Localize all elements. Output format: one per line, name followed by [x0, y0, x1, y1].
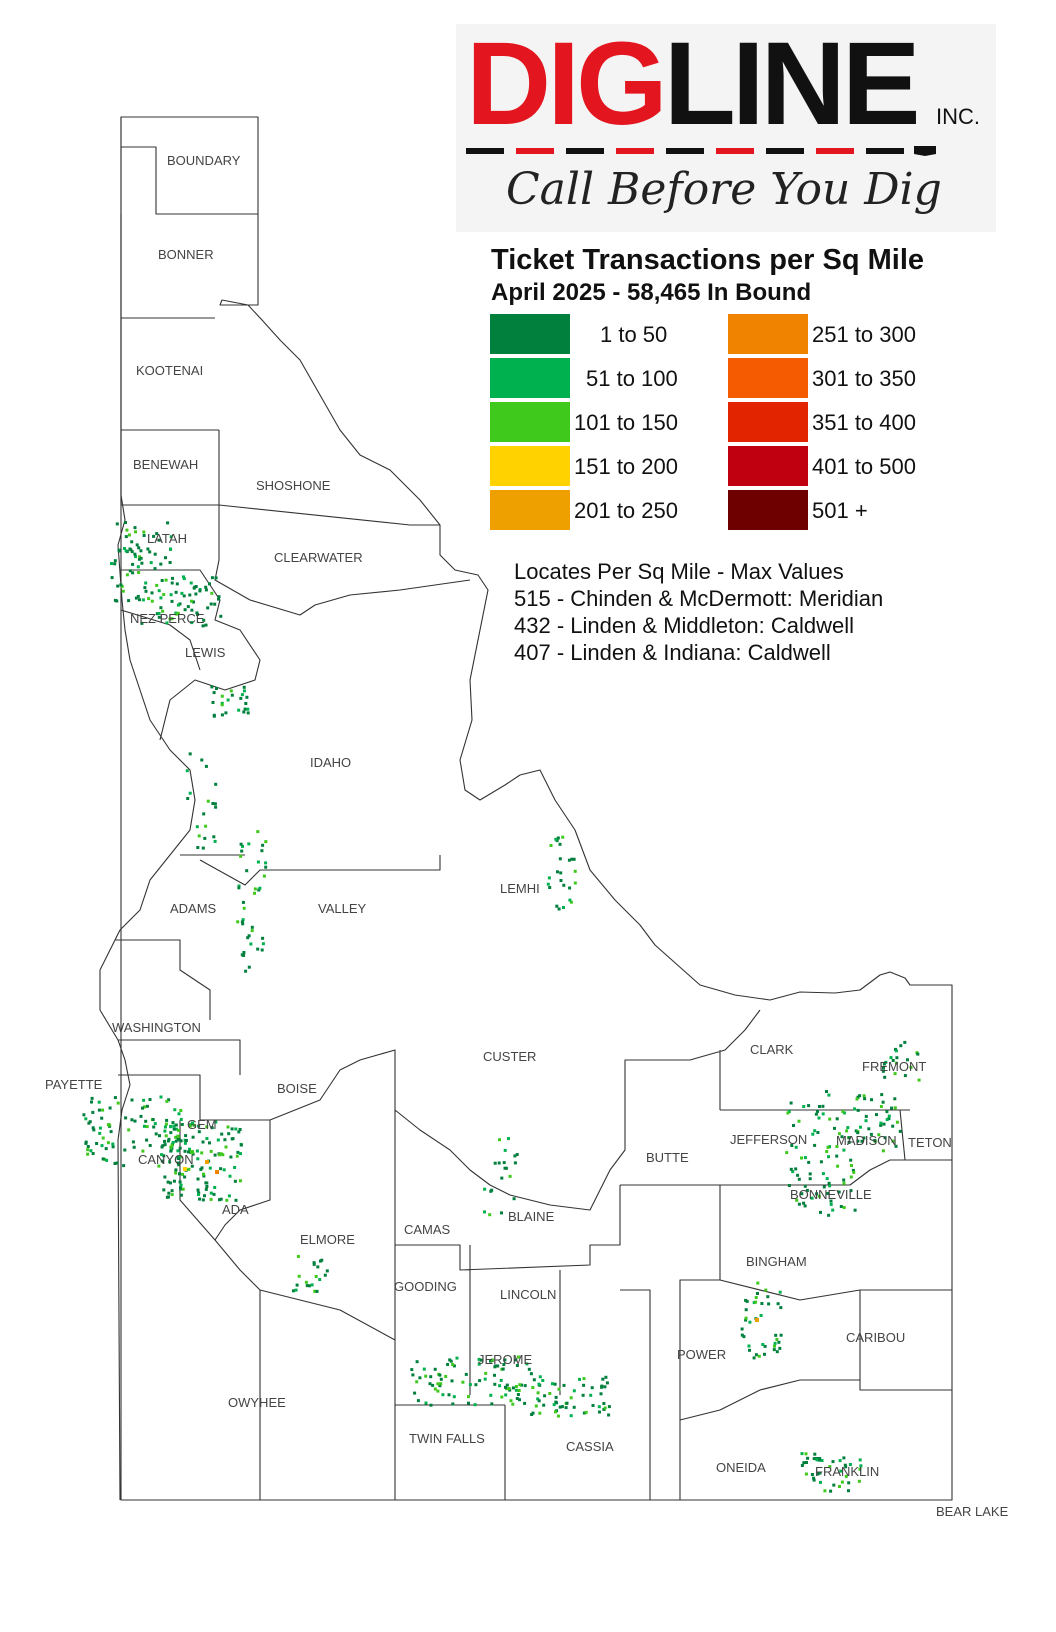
logo-line: LINE [663, 18, 921, 150]
notes-line: 407 - Linden & Indiana: Caldwell [514, 640, 831, 665]
legend-swatch [490, 402, 570, 442]
legend-label: 1 to 50 [600, 322, 668, 347]
county-label-teton: TETON [908, 1135, 952, 1150]
county-label-latah: LATAH [147, 531, 187, 546]
legend-item: 251 to 300 [728, 314, 948, 354]
county-label-boise: BOISE [277, 1081, 317, 1096]
legend-item: 51 to 100 [490, 358, 690, 398]
notes-heading: Locates Per Sq Mile - Max Values [514, 559, 844, 584]
logo-dig: DIG [466, 18, 668, 150]
county-label-owyhee: OWYHEE [228, 1395, 286, 1410]
logo-dashes [466, 146, 936, 156]
logo-inc: INC. [936, 104, 980, 129]
county-labels: BOUNDARY BONNER KOOTENAI BENEWAH SHOSHONE LAT… [45, 153, 1009, 1519]
county-boundaries [99, 116, 953, 1501]
county-label-cassia: CASSIA [566, 1439, 614, 1454]
notes-line: 432 - Linden & Middleton: Caldwell [514, 613, 854, 638]
county-label-madison: MADISON [836, 1133, 897, 1148]
legend-label: 101 to 150 [574, 410, 678, 435]
max-values-notes: Locates Per Sq Mile - Max Values 515 - C… [514, 558, 883, 666]
county-label-ada: ADA [222, 1202, 249, 1217]
county-lines [115, 146, 952, 1500]
county-label-custer: CUSTER [483, 1049, 536, 1064]
county-label-blaine: BLAINE [508, 1209, 555, 1224]
county-label-kootenai: KOOTENAI [136, 363, 203, 378]
legend-swatch [490, 490, 570, 530]
county-label-lewis: LEWIS [185, 645, 226, 660]
legend-item: 501 + [728, 490, 948, 530]
county-label-jerome: JEROME [478, 1352, 533, 1367]
legend-title: Ticket Transactions per Sq Mile [491, 244, 925, 276]
county-label-washington: WASHINGTON [112, 1020, 201, 1035]
county-label-clearwater: CLEARWATER [274, 550, 363, 565]
legend-swatch [490, 358, 570, 398]
county-label-bingham: BINGHAM [746, 1254, 807, 1269]
legend-swatch [728, 490, 808, 530]
legend-item: 1 to 50 [490, 314, 690, 354]
notes-line: 515 - Chinden & McDermott: Meridian [514, 586, 884, 611]
county-label-bonneville: BONNEVILLE [790, 1187, 872, 1202]
county-label-power: POWER [677, 1347, 726, 1362]
county-label-lemhi: LEMHI [500, 881, 540, 896]
county-label-gooding: GOODING [394, 1279, 457, 1294]
west-border [99, 117, 196, 1501]
color-legend: 1 to 50 51 to 100 101 to 150 151 to 200 … [490, 314, 950, 534]
logo-wordmark: DIGLINE [466, 24, 921, 144]
state-outline [120, 116, 953, 1501]
digline-logo: DIGLINE INC. Call Before You Dig [456, 24, 996, 232]
county-label-gem: GEM [187, 1117, 217, 1132]
county-label-canyon: CANYON [138, 1152, 194, 1167]
county-label-benewah: BENEWAH [133, 457, 198, 472]
legend-label: 351 to 400 [812, 410, 916, 435]
legend-item: 351 to 400 [728, 402, 948, 442]
legend-item: 101 to 150 [490, 402, 690, 442]
county-label-payette: PAYETTE [45, 1077, 103, 1092]
legend-label: 401 to 500 [812, 454, 916, 479]
logo-tagline: Call Before You Dig [506, 164, 942, 215]
county-label-franklin: FRANKLIN [815, 1464, 879, 1479]
county-label-bear-lake: BEAR LAKE [936, 1504, 1009, 1519]
county-label-idaho: IDAHO [310, 755, 351, 770]
legend-label: 201 to 250 [574, 498, 678, 523]
county-label-camas: CAMAS [404, 1222, 451, 1237]
county-label-valley: VALLEY [318, 901, 367, 916]
county-label-caribou: CARIBOU [846, 1330, 905, 1345]
county-label-twin-falls: TWIN FALLS [409, 1431, 485, 1446]
county-label-oneida: ONEIDA [716, 1460, 766, 1475]
county-label-butte: BUTTE [646, 1150, 689, 1165]
legend-swatch [728, 314, 808, 354]
county-label-fremont: FREMONT [862, 1059, 926, 1074]
legend-swatch [490, 314, 570, 354]
legend-item: 201 to 250 [490, 490, 690, 530]
county-label-boundary: BOUNDARY [167, 153, 241, 168]
legend-label: 51 to 100 [586, 366, 678, 391]
county-label-bonner: BONNER [158, 247, 214, 262]
legend-label: 301 to 350 [812, 366, 916, 391]
county-label-adams: ADAMS [170, 901, 217, 916]
county-label-nez-perce: NEZ PERCE [130, 611, 205, 626]
county-label-elmore: ELMORE [300, 1232, 355, 1247]
legend-swatch [728, 402, 808, 442]
legend-label: 151 to 200 [574, 454, 678, 479]
county-label-jefferson: JEFFERSON [730, 1132, 807, 1147]
legend-swatch [728, 358, 808, 398]
legend-label: 501 + [812, 498, 868, 523]
legend-item: 401 to 500 [728, 446, 948, 486]
county-label-lincoln: LINCOLN [500, 1287, 556, 1302]
legend-swatch [490, 446, 570, 486]
legend-subtitle: April 2025 - 58,465 In Bound [491, 279, 812, 306]
legend-label: 251 to 300 [812, 322, 916, 347]
density-cells [82, 521, 921, 1493]
legend-item: 301 to 350 [728, 358, 948, 398]
county-label-clark: CLARK [750, 1042, 794, 1057]
legend-item: 151 to 200 [490, 446, 690, 486]
legend-swatch [728, 446, 808, 486]
county-label-shoshone: SHOSHONE [256, 478, 331, 493]
